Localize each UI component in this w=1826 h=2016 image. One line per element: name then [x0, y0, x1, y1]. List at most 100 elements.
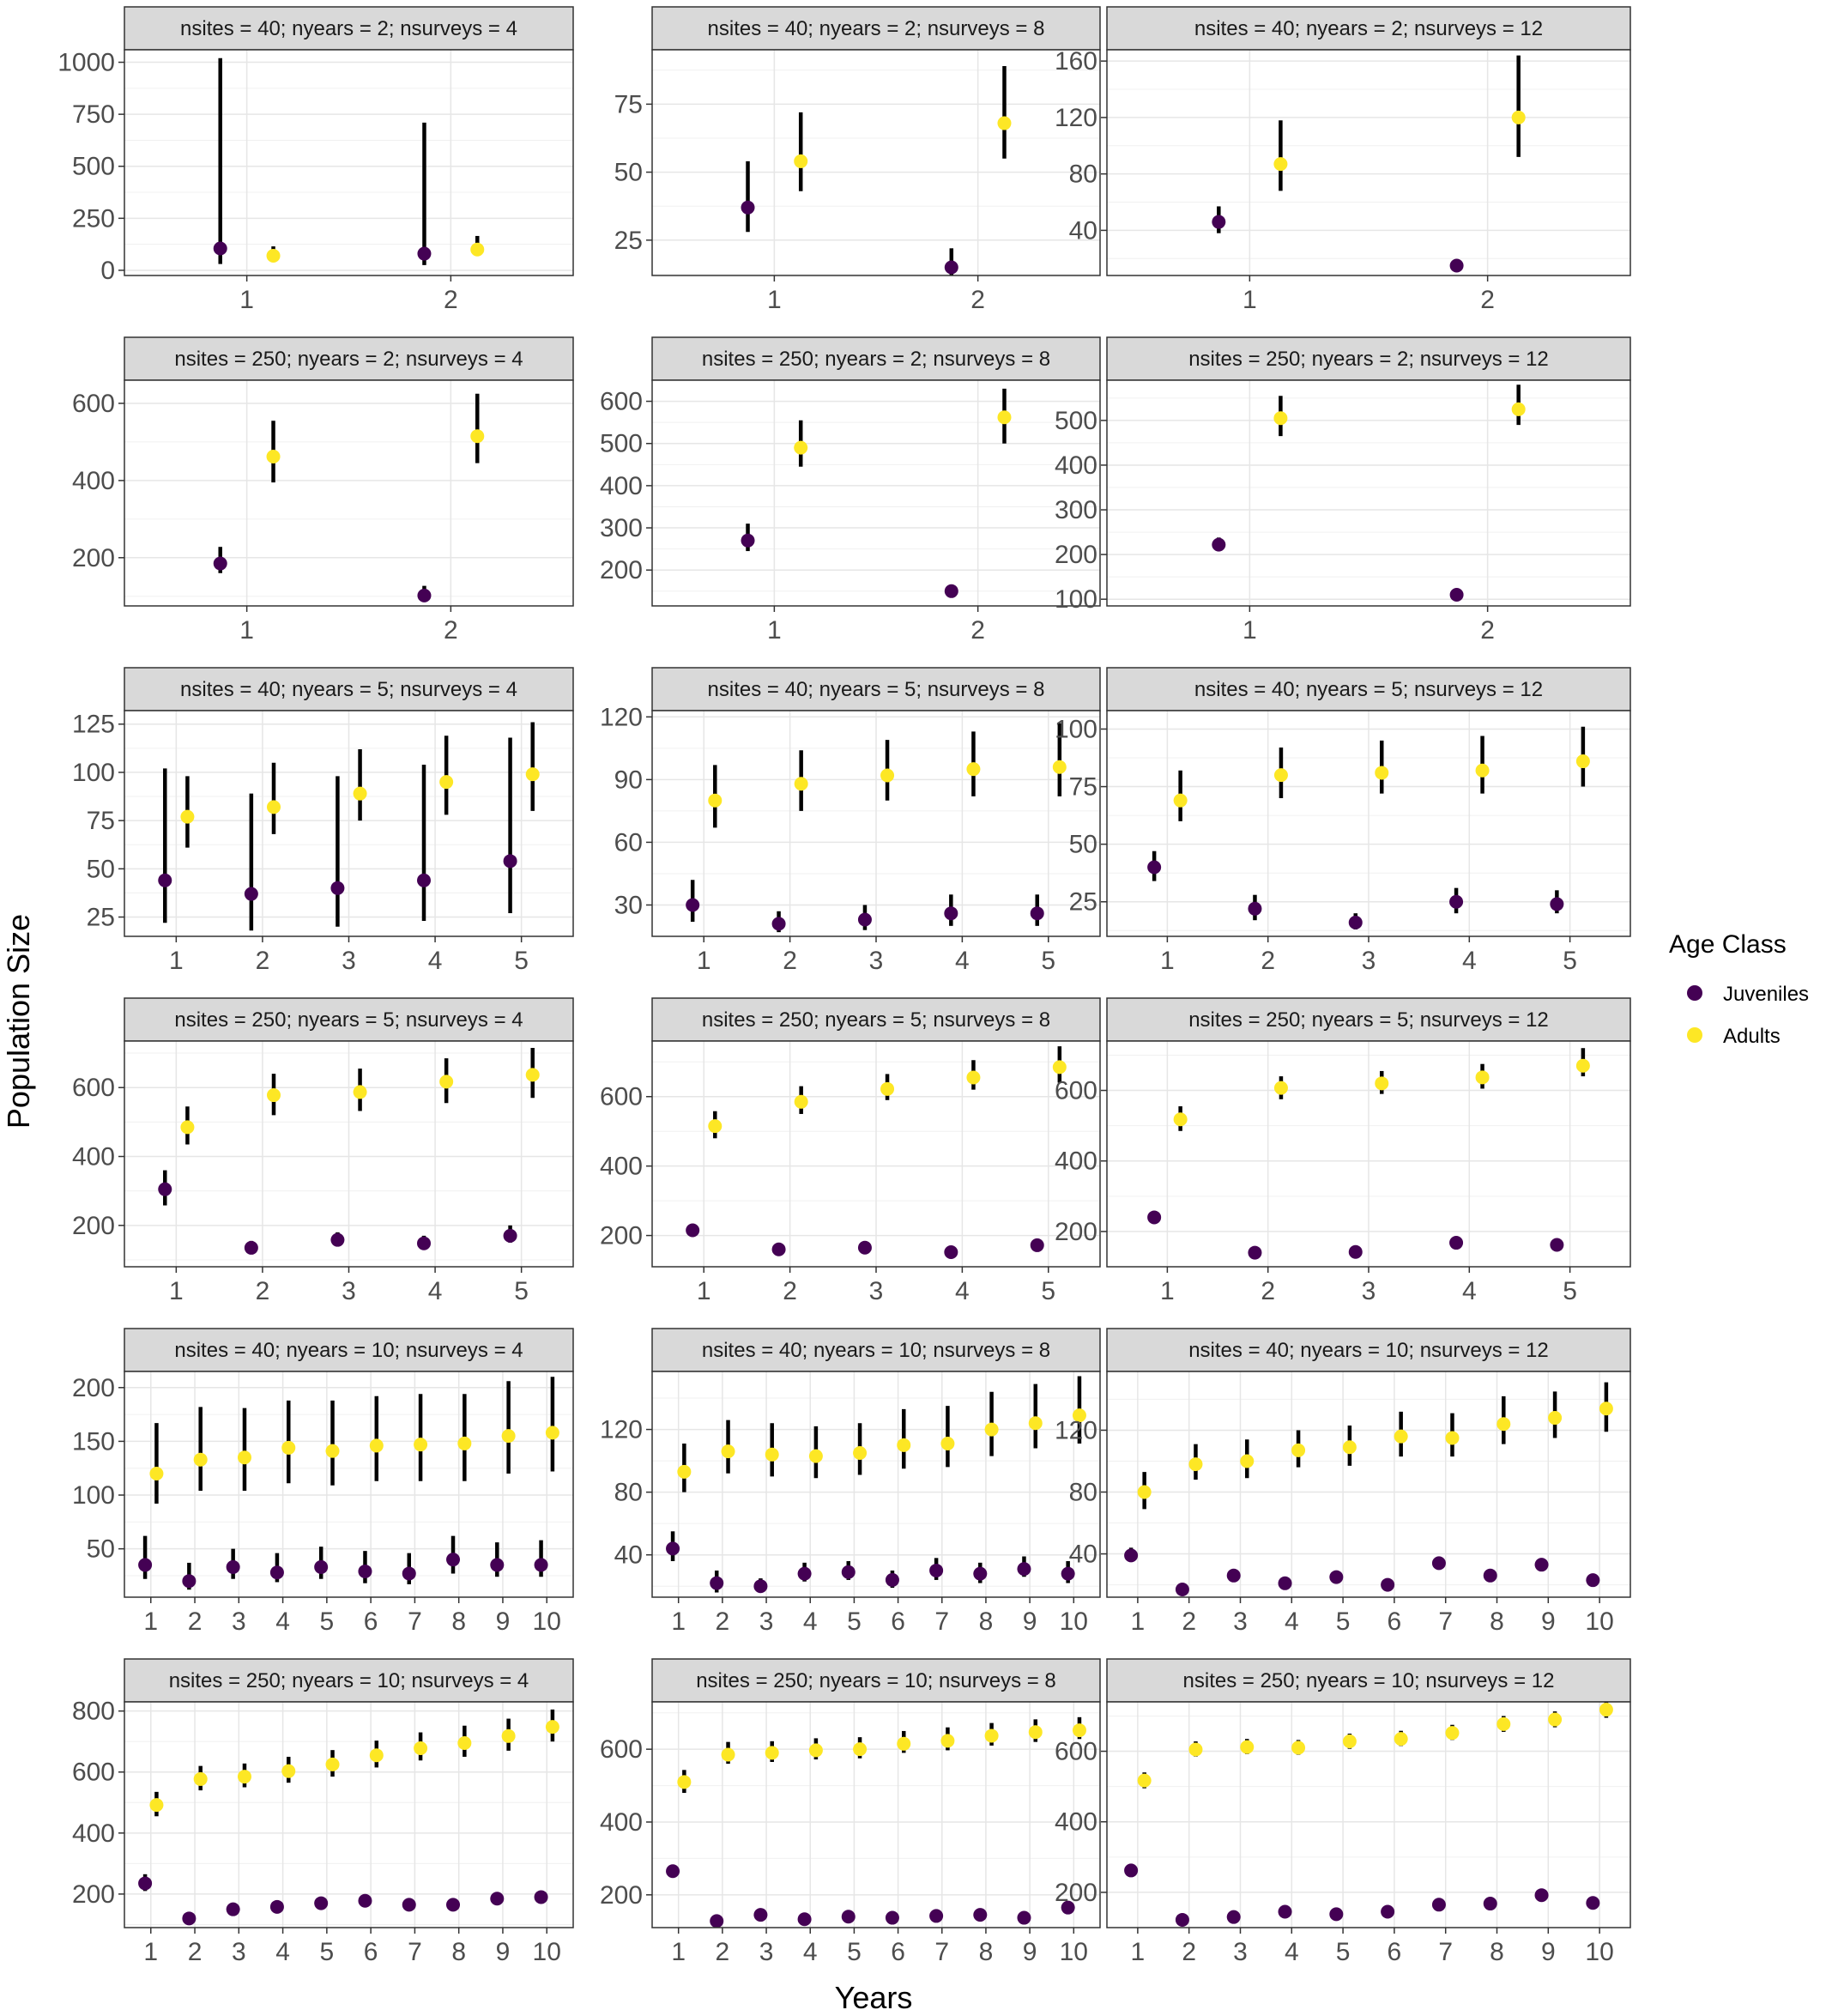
- data-point: [1394, 1732, 1408, 1747]
- x-axis-title: Years: [835, 1980, 913, 2015]
- x-tick-label: 2: [188, 1607, 203, 1636]
- data-point: [414, 1438, 428, 1452]
- data-point: [182, 1911, 197, 1926]
- facet-panel: nsites = 40; nyears = 5; nsurveys = 1225…: [1055, 667, 1631, 975]
- y-tick-label: 160: [1055, 47, 1097, 76]
- data-point: [885, 1910, 899, 1925]
- x-tick-label: 6: [364, 1938, 378, 1966]
- x-tick-label: 2: [1261, 1277, 1275, 1305]
- panel-border: [651, 1701, 1101, 1928]
- data-point: [984, 1422, 999, 1437]
- data-point: [944, 906, 958, 921]
- data-point: [501, 1728, 516, 1743]
- facet-strip: [651, 1658, 1101, 1703]
- x-tick-label: 1: [767, 616, 782, 645]
- facet-panels: nsites = 40; nyears = 2; nsurveys = 4025…: [57, 6, 1631, 1966]
- x-tick-label: 2: [1480, 286, 1495, 314]
- y-tick-label: 600: [1055, 1077, 1097, 1105]
- panel-border: [651, 710, 1101, 937]
- data-point: [771, 917, 786, 931]
- data-point: [944, 260, 958, 275]
- x-tick-label: 5: [1041, 1277, 1055, 1305]
- x-tick-label: 1: [697, 947, 711, 975]
- facet-panel: nsites = 40; nyears = 10; nsurveys = 12 4…: [1055, 1328, 1631, 1636]
- facet-title: nsites = 250; nyears = 10; nsurveys = 8: [696, 1669, 1056, 1692]
- data-point: [213, 556, 227, 571]
- data-point: [1147, 860, 1162, 875]
- data-point: [853, 1445, 868, 1460]
- facet-title: nsites = 40; nyears = 10; nsurveys = 12: [1188, 1339, 1549, 1362]
- panel-background: [124, 1371, 573, 1597]
- y-tick-label: 400: [600, 1153, 643, 1181]
- data-point: [503, 854, 517, 869]
- x-tick-label: 3: [1362, 947, 1376, 975]
- y-tick-label: 300: [1055, 496, 1097, 524]
- data-point: [417, 1236, 432, 1250]
- x-tick-label: 1: [169, 1277, 184, 1305]
- data-point: [446, 1898, 461, 1912]
- data-point: [525, 1068, 540, 1082]
- x-tick-label: 2: [444, 616, 458, 645]
- data-point: [1431, 1898, 1446, 1912]
- data-point: [149, 1798, 164, 1813]
- y-tick-label: 50: [614, 159, 643, 187]
- data-point: [1273, 768, 1288, 783]
- y-tick-label: 80: [614, 1479, 643, 1507]
- data-point: [794, 777, 808, 791]
- x-tick-label: 10: [533, 1938, 561, 1966]
- data-point: [1173, 1112, 1188, 1127]
- data-point: [314, 1559, 329, 1574]
- facet-strip: [651, 667, 1101, 711]
- x-tick-label: 3: [1362, 1277, 1376, 1305]
- facet-title: nsites = 250; nyears = 2; nsurveys = 4: [174, 348, 523, 371]
- data-point: [880, 1081, 895, 1096]
- data-point: [266, 1088, 281, 1103]
- facet-panel: nsites = 250; nyears = 5; nsurveys = 4 20…: [72, 997, 574, 1305]
- x-tick-label: 9: [496, 1607, 511, 1636]
- data-point: [180, 809, 195, 824]
- y-tick-label: 600: [600, 1083, 643, 1111]
- x-tick-label: 3: [342, 947, 356, 975]
- panel-border: [124, 1040, 574, 1268]
- x-tick-label: 10: [1060, 1938, 1088, 1966]
- data-point: [1586, 1896, 1600, 1910]
- data-point: [1431, 1556, 1446, 1571]
- y-tick-label: 500: [1055, 407, 1097, 435]
- data-point: [1348, 1244, 1363, 1259]
- y-tick-label: 120: [600, 703, 643, 731]
- x-tick-label: 3: [1233, 1607, 1248, 1636]
- x-tick-label: 3: [869, 947, 884, 975]
- y-tick-label: 600: [72, 1074, 115, 1102]
- x-tick-label: 7: [934, 1938, 949, 1966]
- legend-title: Age Class: [1669, 930, 1787, 959]
- data-point: [439, 1075, 454, 1089]
- data-point: [984, 1728, 999, 1743]
- data-point: [1449, 587, 1464, 602]
- x-tick-label: 1: [143, 1938, 158, 1966]
- x-tick-label: 1: [143, 1607, 158, 1636]
- data-point: [402, 1566, 416, 1581]
- data-point: [1342, 1440, 1357, 1455]
- y-tick-label: 200: [600, 1881, 643, 1910]
- data-point: [457, 1436, 472, 1450]
- panel-border: [1106, 1701, 1631, 1928]
- y-tick-label: 40: [1069, 216, 1097, 245]
- data-point: [771, 1242, 786, 1256]
- panel-background: [652, 1371, 1100, 1597]
- y-tick-label: 120: [1055, 1416, 1097, 1444]
- x-tick-label: 1: [239, 286, 254, 314]
- data-point: [457, 1735, 472, 1750]
- legend-adults-key: [1687, 1027, 1702, 1043]
- y-tick-label: 400: [1055, 451, 1097, 480]
- facet-title: nsites = 40; nyears = 10; nsurveys = 4: [174, 1339, 523, 1362]
- x-tick-label: 5: [1563, 947, 1577, 975]
- x-tick-label: 5: [1336, 1607, 1351, 1636]
- facet-title: nsites = 40; nyears = 2; nsurveys = 8: [708, 17, 1045, 40]
- facet-panel: nsites = 250; nyears = 2; nsurveys = 4 20…: [72, 336, 574, 645]
- x-tick-label: 4: [275, 1938, 290, 1966]
- x-tick-label: 3: [759, 1938, 774, 1966]
- data-point: [1381, 1577, 1395, 1592]
- x-tick-label: 6: [891, 1938, 905, 1966]
- data-point: [414, 1741, 428, 1756]
